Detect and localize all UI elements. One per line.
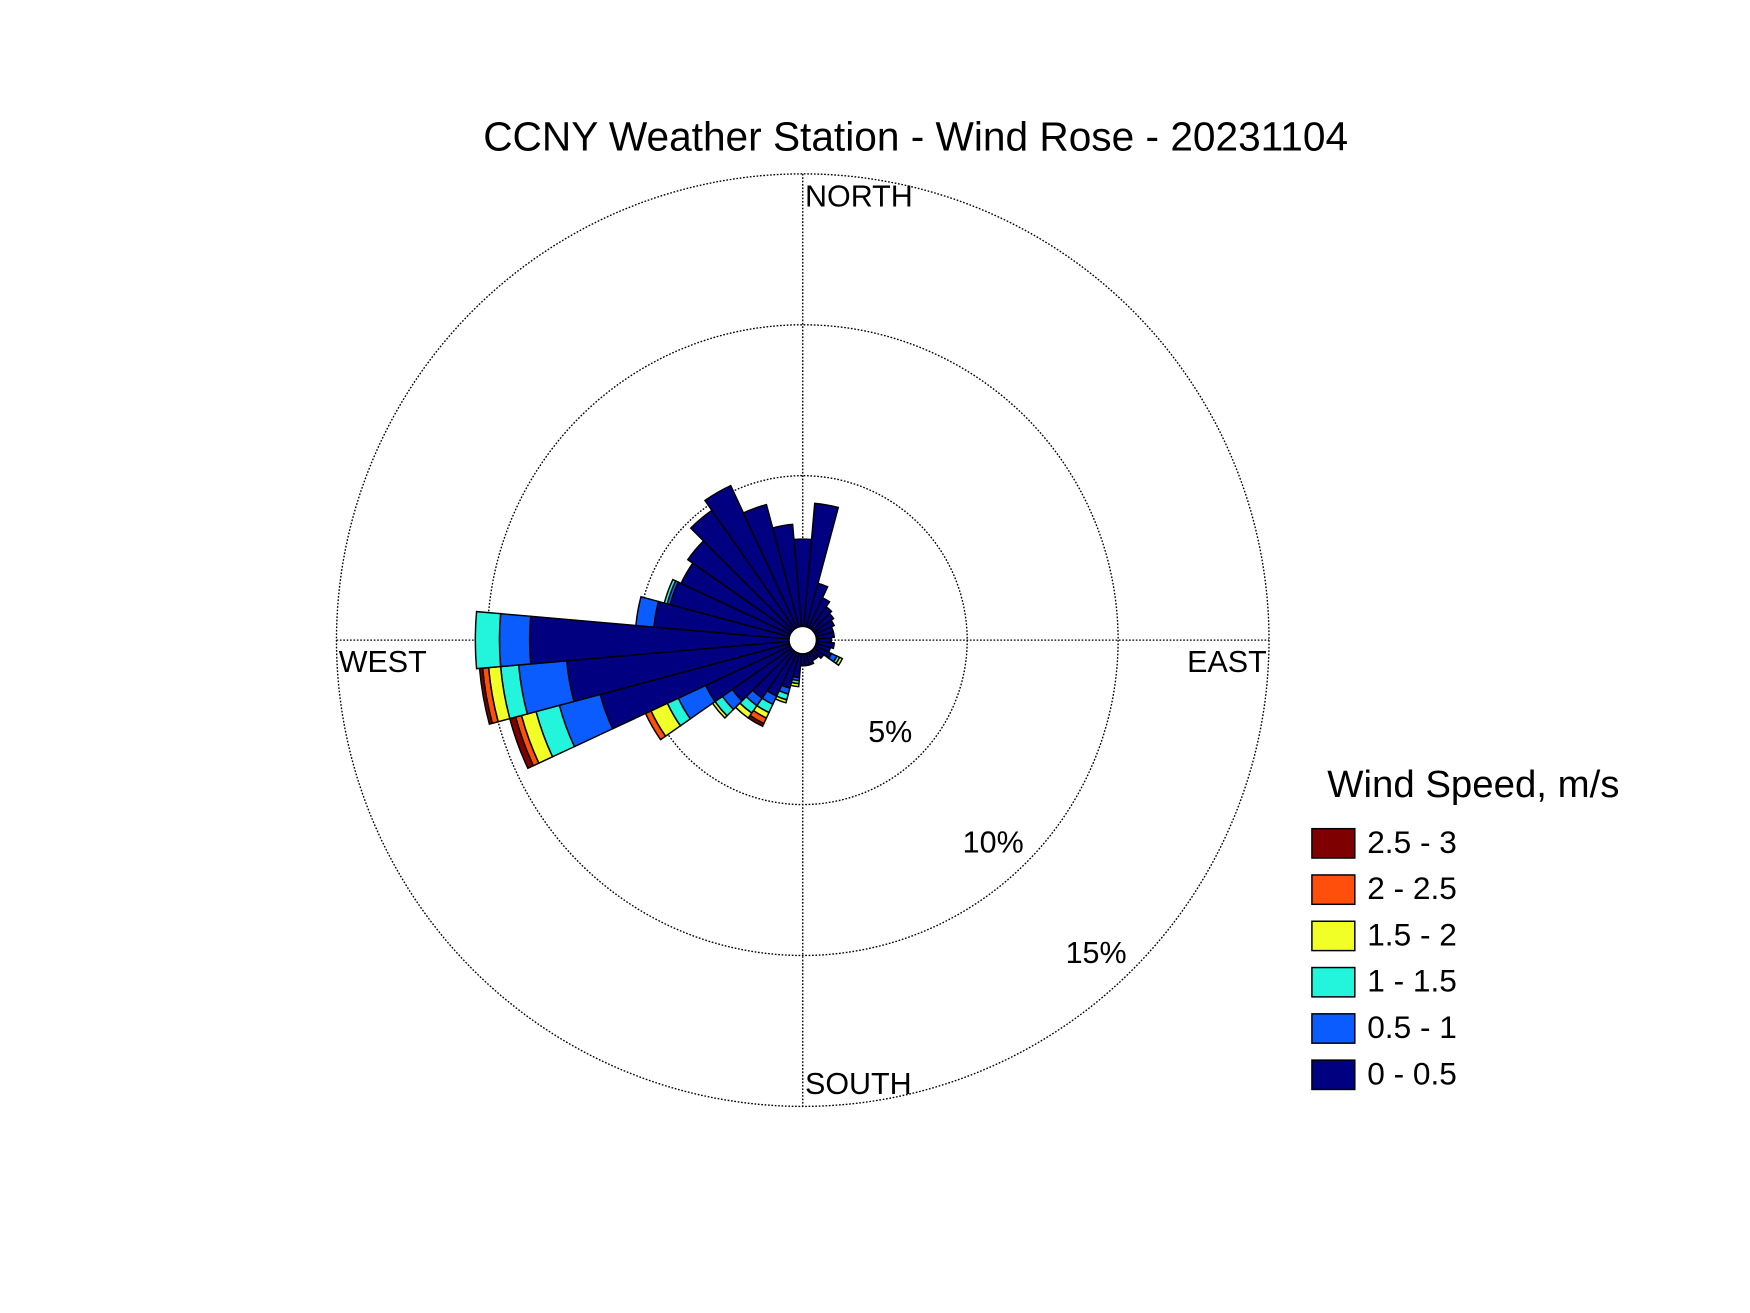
legend-label: 0 - 0.5 [1367, 1055, 1457, 1091]
legend-label: 2 - 2.5 [1367, 870, 1457, 906]
ring-label: 5% [868, 715, 912, 749]
direction-label: SOUTH [805, 1067, 912, 1101]
wind-segment [663, 578, 677, 605]
center-hole [788, 626, 817, 655]
chart-title: CCNY Weather Station - Wind Rose - 20231… [483, 114, 1348, 160]
legend-swatch [1311, 827, 1356, 859]
ring-label: 15% [1066, 936, 1127, 970]
direction-label: WEST [339, 645, 427, 679]
legend-swatch [1311, 920, 1356, 952]
legend-swatch [1311, 1013, 1356, 1044]
legend-swatch [1311, 966, 1356, 998]
legend-swatch [1311, 1059, 1356, 1091]
legend-label: 0.5 - 1 [1367, 1009, 1457, 1045]
ring-label: 10% [963, 825, 1024, 859]
legend-label: 1 - 1.5 [1367, 963, 1457, 999]
legend-label: 2.5 - 3 [1367, 824, 1457, 860]
legend-swatch [1311, 874, 1356, 906]
legend-title: Wind Speed, m/s [1327, 763, 1619, 806]
direction-label: NORTH [805, 180, 913, 214]
wind-segment [835, 656, 844, 667]
wind-segment [474, 610, 502, 670]
wind-segment [635, 595, 660, 628]
wind-segment [498, 612, 532, 668]
legend-label: 1.5 - 2 [1367, 916, 1457, 952]
direction-label: EAST [1187, 645, 1267, 679]
